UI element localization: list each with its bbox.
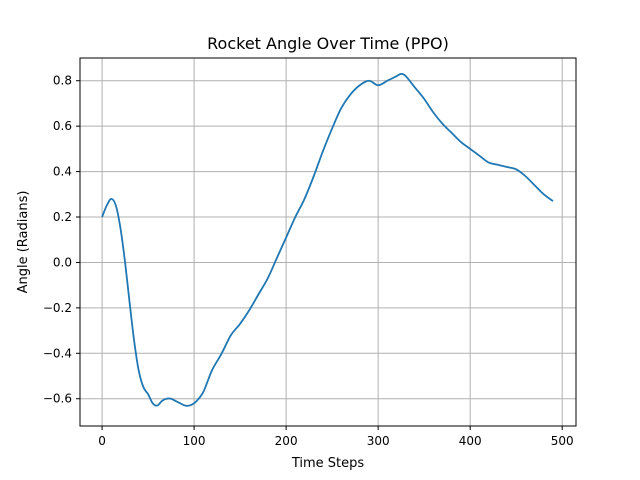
x-tick-label: 300 [367,434,390,448]
chart-title: Rocket Angle Over Time (PPO) [207,34,449,53]
series-layer [101,73,554,407]
y-axis-label: Angle (Radians) [16,191,31,294]
y-tick-label: 0.0 [53,255,72,269]
x-tick-label: 100 [183,434,206,448]
x-axis-label: Time Steps [291,456,365,471]
plot-frame [79,57,577,427]
y-axis: −0.6 −0.4 −0.2 0.0 0.2 0.4 0.6 0.8 [43,74,80,406]
y-tick-label: 0.6 [53,119,72,133]
series-line [101,73,554,407]
x-tick-label: 500 [551,434,574,448]
y-tick-label: −0.2 [43,301,72,315]
grid [80,58,576,426]
y-tick-label: 0.4 [53,165,72,179]
x-axis: 0 100 200 300 400 500 [98,426,574,448]
x-tick-label: 400 [459,434,482,448]
x-tick-label: 200 [275,434,298,448]
y-tick-label: −0.4 [43,346,72,360]
y-tick-label: −0.6 [43,392,72,406]
y-tick-label: 0.2 [53,210,72,224]
x-tick-label: 0 [98,434,106,448]
y-tick-label: 0.8 [53,74,72,88]
